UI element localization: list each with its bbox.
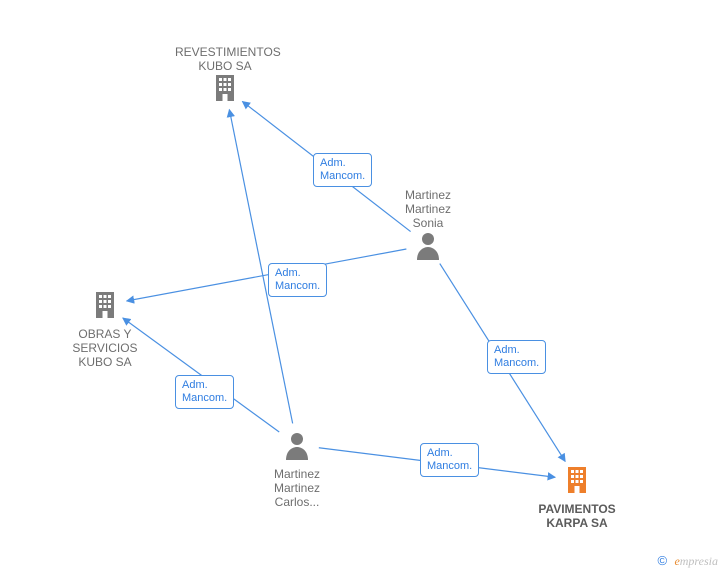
node-obras[interactable]: OBRAS YSERVICIOSKUBO SA: [55, 290, 155, 369]
node-label: MartinezMartinezCarlos...: [247, 467, 347, 509]
edge-label: Adm.Mancom.: [268, 263, 327, 297]
node-sonia[interactable]: MartinezMartinezSonia: [378, 186, 478, 265]
building-icon: [210, 73, 240, 108]
edge-label: Adm.Mancom.: [487, 340, 546, 374]
watermark: © empresia: [658, 553, 719, 569]
diagram-canvas: REVESTIMIENTOSKUBO SA OBRAS YSERVICIOSKU…: [0, 0, 728, 575]
node-label: MartinezMartinezSonia: [378, 188, 478, 230]
building-icon: [562, 465, 592, 500]
person-icon: [413, 230, 443, 265]
node-carlos[interactable]: MartinezMartinezCarlos...: [247, 430, 347, 509]
edge-label: Adm.Mancom.: [313, 153, 372, 187]
person-icon: [282, 430, 312, 465]
node-label: OBRAS YSERVICIOSKUBO SA: [55, 327, 155, 369]
copyright-symbol: ©: [658, 553, 668, 568]
watermark-brand: empresia: [674, 554, 718, 568]
edge-label: Adm.Mancom.: [175, 375, 234, 409]
node-label: REVESTIMIENTOSKUBO SA: [175, 45, 275, 73]
node-revestimientos[interactable]: REVESTIMIENTOSKUBO SA: [175, 43, 275, 108]
node-label: PAVIMENTOSKARPA SA: [527, 502, 627, 530]
edge-sonia-obras: [127, 249, 407, 301]
edge-label: Adm.Mancom.: [420, 443, 479, 477]
node-pavimentos[interactable]: PAVIMENTOSKARPA SA: [527, 465, 627, 530]
building-icon: [90, 290, 120, 325]
